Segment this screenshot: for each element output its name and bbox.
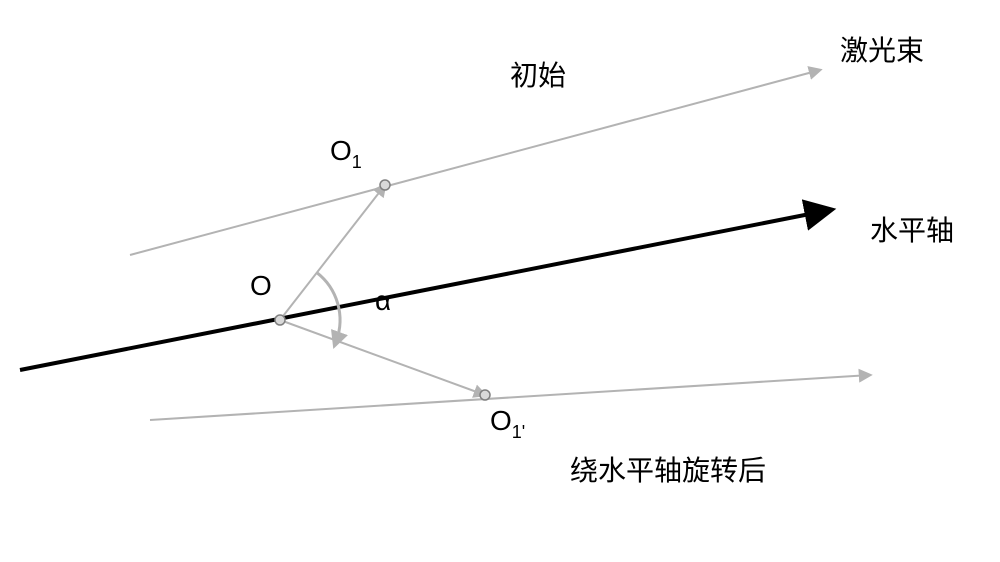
label-O1: O1 <box>330 135 362 172</box>
label-initial: 初始 <box>510 60 566 91</box>
label-O1p-sub: 1' <box>512 422 525 442</box>
label-O1p-main: O <box>490 405 512 436</box>
label-O: O <box>250 270 272 301</box>
label-horizontal-axis: 水平轴 <box>870 215 954 246</box>
horizontal-axis-line <box>20 210 830 370</box>
point-O1 <box>380 180 390 190</box>
laser-initial-line <box>130 70 820 255</box>
geometry-diagram: 激光束 初始 水平轴 O α 绕水平轴旋转后 O1 O1' <box>0 0 1000 562</box>
label-O1-main: O <box>330 135 352 166</box>
label-O1prime: O1' <box>490 405 525 442</box>
point-O <box>275 315 285 325</box>
label-after-rotation: 绕水平轴旋转后 <box>570 455 766 486</box>
label-O1-sub: 1 <box>352 152 362 172</box>
vector-O-to-O1prime <box>280 320 485 395</box>
label-laser-beam: 激光束 <box>840 35 924 66</box>
label-alpha: α <box>375 285 391 316</box>
point-O1prime <box>480 390 490 400</box>
